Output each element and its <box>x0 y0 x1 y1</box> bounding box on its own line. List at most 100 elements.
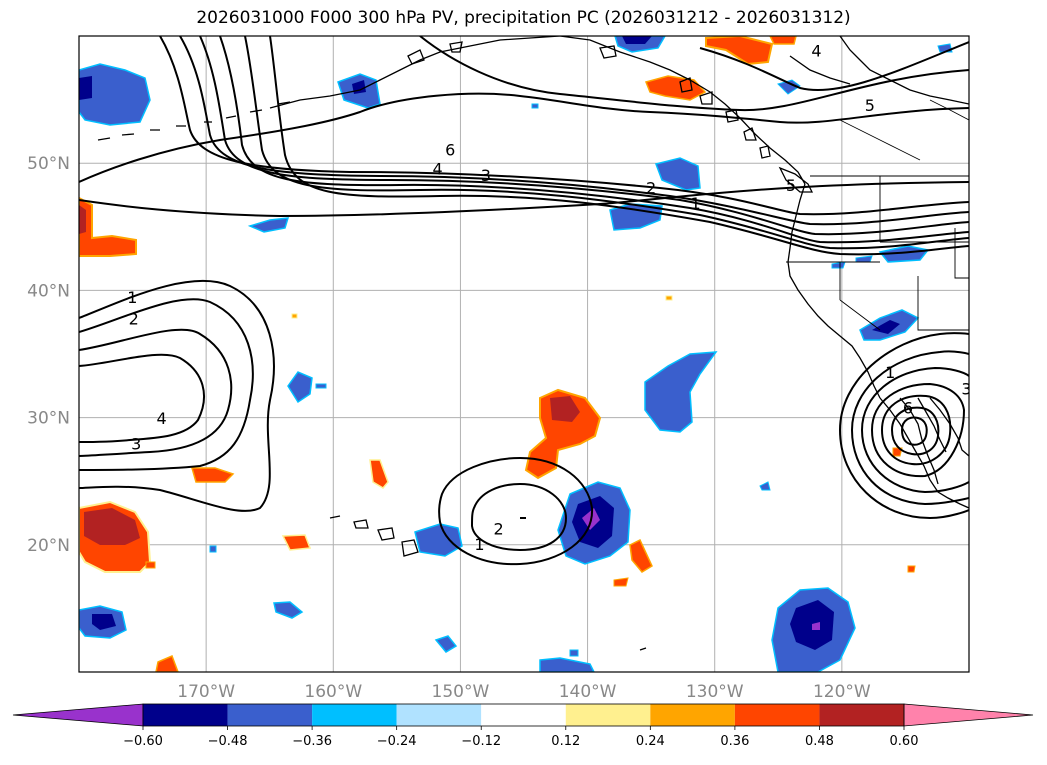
colorbar-segment <box>565 704 651 726</box>
pv-contour-west-1 <box>79 279 275 512</box>
precip-blob <box>273 601 304 619</box>
pv-contour-5 <box>219 36 969 244</box>
colorbar-tick-label: 0.36 <box>720 734 749 749</box>
lake-borders <box>839 99 969 161</box>
contour-label: 6 <box>445 140 455 159</box>
precip-blob <box>569 649 579 657</box>
coastline-canada-inner <box>789 55 851 85</box>
colorbar-tick-label: 0.12 <box>551 734 580 749</box>
contour-label: 1 <box>691 194 701 213</box>
colorbar: −0.60 −0.48 −0.36 −0.24 −0.12 0.12 0.24 0.36 0.4… <box>12 703 1034 749</box>
precip-blob <box>79 63 151 126</box>
lat-tick-label: 40°N <box>27 281 70 301</box>
pv-contour-central-1 <box>438 456 594 566</box>
precip-blob <box>209 545 217 553</box>
precip-blob <box>434 635 458 653</box>
colorbar-tick-label: −0.60 <box>123 734 163 749</box>
pv-contour-east-2 <box>851 350 969 431</box>
coastline-hawaii <box>329 515 419 557</box>
coastlines <box>97 36 969 651</box>
coastline-mexico <box>879 397 969 509</box>
precip-blob <box>145 561 156 569</box>
lon-tick-label: 150°W <box>432 682 490 702</box>
pv-contour-east-1b <box>839 429 969 520</box>
precip-blob <box>665 295 673 301</box>
pv-contour-north <box>419 36 969 112</box>
precip-blob <box>155 655 179 672</box>
contour-label: 1 <box>474 535 484 554</box>
pv-contour-7 <box>269 36 969 256</box>
lon-tick-label: 160°W <box>304 682 362 702</box>
contour-label: 4 <box>157 409 167 428</box>
contour-label: 5 <box>865 96 875 115</box>
colorbar-segment <box>481 704 566 726</box>
pv-contour-west-3 <box>79 328 233 457</box>
precip-blob <box>92 614 116 630</box>
precip-blob <box>315 383 327 389</box>
precip-blob <box>369 459 389 489</box>
graticule <box>79 36 969 672</box>
longitude-tick-labels: 170°W 160°W 150°W 140°W 130°W 120°W <box>177 682 871 702</box>
coastline-alaska-islands <box>407 41 771 159</box>
contour-label: 4 <box>811 41 821 60</box>
contour-label: 2 <box>493 520 503 539</box>
contour-label: 3 <box>131 434 141 453</box>
precip-blob <box>878 245 930 263</box>
precip-blob <box>531 103 539 109</box>
precip-blob <box>84 508 140 545</box>
precip-blob <box>613 577 629 587</box>
coastline-canada <box>839 36 969 105</box>
pv-contour-1 <box>79 92 969 183</box>
contour-label: 2 <box>646 179 656 198</box>
colorbar-outline <box>142 703 905 727</box>
colorbar-segment <box>734 704 820 726</box>
pv-contours <box>79 36 969 566</box>
colorbar-tick-label: −0.24 <box>377 734 417 749</box>
pv-contour-east-6 <box>890 406 940 456</box>
lat-tick-label: 20°N <box>27 536 70 556</box>
precip-blob <box>281 534 312 551</box>
precip-blob <box>907 565 916 573</box>
contour-label-bg <box>991 429 1003 444</box>
precipitation-field <box>79 36 953 672</box>
colorbar-segment <box>143 704 228 726</box>
colorbar-segment <box>396 704 482 726</box>
colorbar-tick-label: −0.48 <box>208 734 248 749</box>
latitude-tick-labels: 20°N 30°N 40°N 50°N <box>27 154 70 556</box>
pv-contour-east-5 <box>880 394 952 466</box>
colorbar-segment <box>819 704 904 726</box>
colorbar-extend-min <box>12 703 144 727</box>
colorbar-extend-max <box>903 703 1034 727</box>
colorbar-tick-label: 0.24 <box>636 734 665 749</box>
pv-contour-3 <box>179 36 969 226</box>
coastline-vancouver <box>778 166 814 193</box>
pv-contour-east-2b <box>851 429 969 506</box>
pv-contour-east-7 <box>900 416 928 446</box>
colorbar-tick-label: −0.36 <box>292 734 332 749</box>
contour-label: 3 <box>481 166 491 185</box>
pv-contour-bottom-jet <box>79 181 969 218</box>
colorbar-tick-label: −0.12 <box>461 734 501 749</box>
colorbar-segment <box>650 704 735 726</box>
contour-label: 1 <box>127 288 137 307</box>
pv-contour-central-2 <box>470 482 568 552</box>
pv-contour-2 <box>159 36 969 216</box>
lat-tick-label: 50°N <box>27 154 70 174</box>
precip-blob <box>644 351 718 433</box>
pv-contour-west-4 <box>79 353 205 443</box>
precip-blob <box>855 255 873 263</box>
precip-blob <box>291 313 298 319</box>
contour-label: 5 <box>786 176 796 195</box>
precip-blob <box>550 396 580 422</box>
pv-contour-east-1 <box>839 332 969 431</box>
precip-blob <box>539 657 595 672</box>
coastline-alaska <box>269 36 561 109</box>
precip-blob <box>872 320 900 334</box>
contour-label: 2 <box>983 471 993 490</box>
precip-blob <box>629 538 653 573</box>
contour-label: 6 <box>903 399 913 418</box>
precip-blob <box>769 36 797 45</box>
lat-tick-label: 30°N <box>27 409 70 429</box>
